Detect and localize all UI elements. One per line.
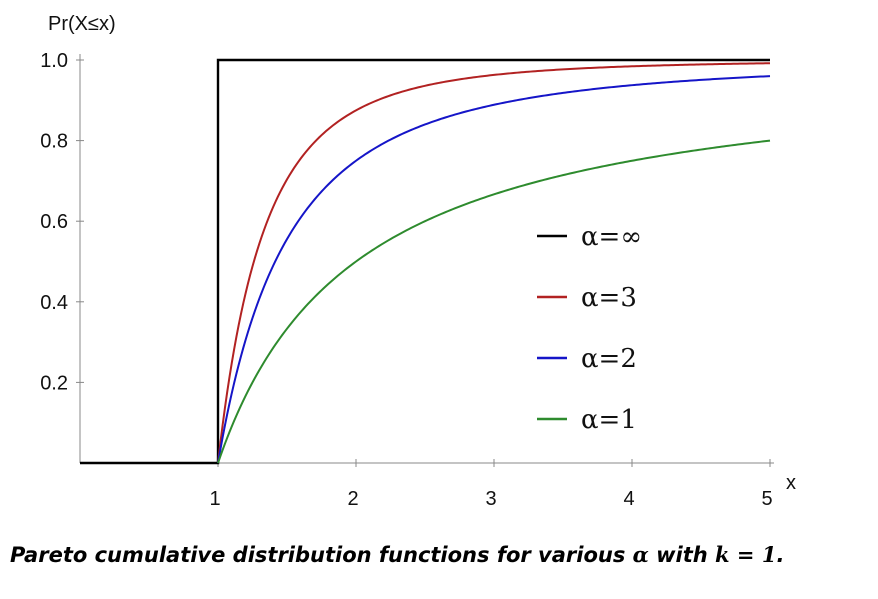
curve-alpha-3 (217, 62, 771, 464)
y-tick-label: 0.6 (40, 211, 68, 233)
curves (80, 58, 771, 465)
curve-alpha-2 (217, 75, 771, 464)
y-tick-label: 0.2 (40, 372, 68, 394)
legend-label: α=3 (581, 283, 637, 313)
curve-alpha-infinity (80, 58, 770, 465)
legend-label: α=2 (581, 344, 637, 374)
curve-alpha-1 (217, 139, 771, 464)
caption-k-expression: k = 1 (715, 542, 777, 567)
x-tick-label: 5 (761, 488, 772, 510)
caption-middle: with (648, 543, 716, 567)
y-tick-label: 1.0 (40, 50, 68, 72)
y-tick-label: 0.4 (40, 292, 68, 314)
pareto-cdf-chart: 0.20.40.60.81.01 2 3 4 5Pr(X≤x)x α=∞α=3α=2α=… (40, 13, 796, 510)
legend-label: α=1 (581, 405, 637, 435)
x-tick-label: 2 (347, 488, 358, 510)
figure-caption: Pareto cumulative distribution functions… (10, 542, 878, 567)
y-tick-label: 0.8 (40, 131, 68, 153)
y-axis-label: Pr(X≤x) (48, 13, 116, 35)
legend-label: α=∞ (581, 222, 642, 252)
legend: α=∞ α=3 α=2 α=1 (537, 222, 642, 435)
x-tick-label: 3 (485, 488, 496, 510)
caption-alpha-symbol: α (632, 542, 649, 567)
x-tick-label: 4 (623, 488, 634, 510)
caption-prefix: Pareto cumulative distribution functions… (10, 543, 633, 567)
caption-suffix: . (776, 543, 785, 567)
x-axis-label: x (786, 472, 796, 494)
x-tick-label: 1 (209, 488, 220, 510)
